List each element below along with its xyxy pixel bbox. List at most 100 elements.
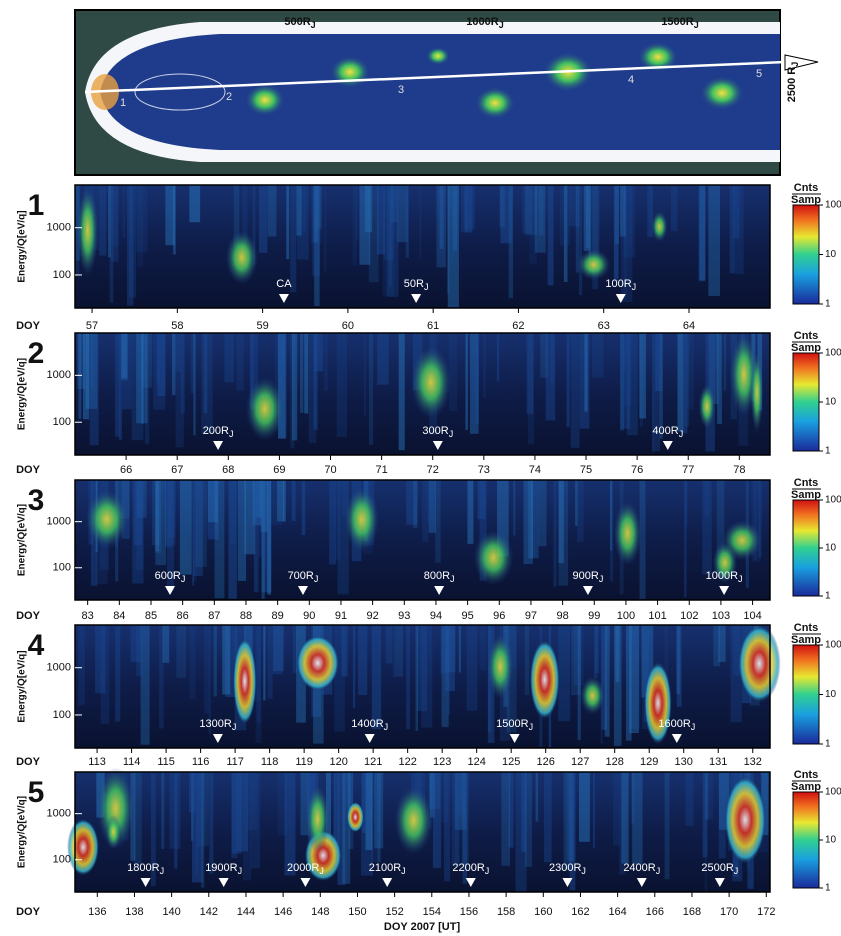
x-tick-label: 150 [348, 906, 366, 918]
distance-marker [411, 294, 422, 303]
texture [733, 185, 740, 239]
colorbar-tick-label: 100 [825, 495, 841, 506]
texture [305, 785, 330, 853]
distance-marker [382, 878, 393, 887]
texture [131, 333, 144, 441]
texture [165, 480, 176, 546]
texture [647, 185, 654, 238]
texture [166, 480, 175, 592]
texture [78, 625, 85, 706]
texture [540, 333, 548, 378]
texture [626, 333, 638, 436]
texture [201, 333, 213, 435]
texture [162, 625, 170, 663]
texture [415, 625, 419, 731]
texture [613, 625, 622, 746]
plasmoid [245, 84, 285, 116]
x-tick-label: 69 [273, 464, 285, 476]
texture [195, 772, 199, 876]
texture [175, 333, 184, 448]
texture [563, 772, 573, 870]
texture [473, 530, 514, 586]
x-tick-label: 72 [427, 464, 439, 476]
texture [236, 333, 244, 391]
texture [255, 625, 262, 743]
texture [522, 185, 533, 234]
texture [111, 185, 119, 262]
x-tick-label: 60 [342, 320, 354, 332]
x-tick-label: 136 [88, 906, 106, 918]
texture [133, 772, 142, 865]
texture [704, 772, 709, 820]
distance-label: 1500RJ [661, 16, 698, 30]
colorbar [792, 204, 820, 305]
distance-label: 1600RJ [658, 718, 695, 732]
panel-number: 2 [28, 337, 45, 370]
texture [547, 185, 554, 286]
plasmoid [475, 87, 515, 119]
distance-label: 200RJ [203, 425, 234, 439]
magnetotail [100, 34, 780, 150]
x-axis-label: DOY [16, 610, 41, 622]
texture [336, 333, 348, 437]
texture [208, 625, 211, 734]
texture [435, 480, 441, 563]
texture [296, 635, 340, 691]
plot-frame [74, 624, 771, 749]
texture [352, 625, 356, 709]
texture [313, 333, 318, 430]
colorbar-label: Samp [791, 781, 821, 793]
x-tick-label: 138 [125, 906, 143, 918]
texture [487, 634, 514, 699]
texture [569, 772, 576, 891]
colorbar-tick-label: 10 [825, 397, 837, 408]
texture [445, 625, 456, 673]
texture [355, 185, 359, 242]
texture [702, 480, 712, 575]
texture [525, 185, 537, 236]
texture [583, 185, 591, 251]
spectrogram-panel [74, 332, 771, 456]
trajectory [84, 60, 786, 94]
texture [464, 185, 473, 233]
texture [566, 772, 576, 860]
texture [195, 480, 207, 568]
x-tick-label: 115 [157, 756, 175, 768]
texture [105, 814, 122, 850]
texture [758, 480, 762, 558]
texture [626, 625, 632, 741]
x-tick-label: 126 [537, 756, 555, 768]
texture [207, 480, 219, 540]
texture [286, 185, 290, 260]
x-tick-label: 117 [226, 756, 244, 768]
x-tick-label: 154 [423, 906, 441, 918]
texture [161, 772, 165, 849]
x-tick-label: 76 [631, 464, 643, 476]
texture [538, 480, 547, 547]
texture [454, 772, 467, 830]
texture [458, 625, 462, 673]
texture [118, 480, 130, 519]
texture [300, 772, 310, 836]
texture [708, 333, 719, 405]
texture [371, 625, 382, 730]
x-tick-label: 172 [757, 906, 775, 918]
distance-marker [562, 878, 573, 887]
texture [467, 480, 474, 544]
texture [730, 625, 742, 723]
texture [290, 333, 295, 449]
colorbar-tick-label: 1 [825, 883, 831, 894]
texture [364, 185, 373, 233]
texture [270, 480, 282, 526]
texture [313, 185, 318, 242]
distance-marker [636, 878, 647, 887]
x-tick-label: 85 [145, 610, 157, 622]
texture [529, 480, 540, 558]
x-tick-label: 104 [743, 610, 761, 622]
texture [165, 185, 175, 246]
texture [475, 333, 479, 425]
texture [460, 185, 468, 232]
texture [579, 333, 590, 429]
colorbar-tick-label: 10 [825, 689, 837, 700]
x-tick-label: 156 [460, 906, 478, 918]
